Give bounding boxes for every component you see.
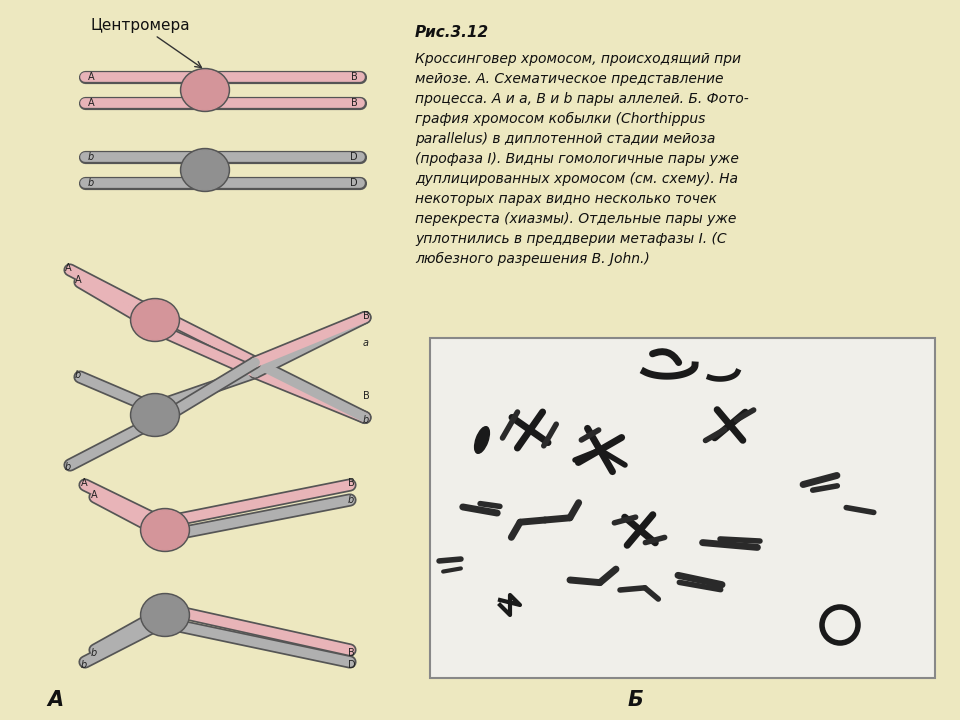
Text: b: b <box>88 178 94 188</box>
Text: b: b <box>65 462 71 472</box>
Text: b: b <box>81 660 87 670</box>
Text: дуплицированных хромосом (см. схему). На: дуплицированных хромосом (см. схему). На <box>415 172 738 186</box>
Text: A: A <box>91 490 98 500</box>
Text: b: b <box>91 648 97 658</box>
Ellipse shape <box>182 150 228 190</box>
Ellipse shape <box>474 427 490 454</box>
Ellipse shape <box>142 510 188 550</box>
Ellipse shape <box>132 300 178 340</box>
Ellipse shape <box>131 299 180 341</box>
Ellipse shape <box>132 395 178 435</box>
Ellipse shape <box>180 148 229 192</box>
Text: b: b <box>88 152 94 162</box>
Text: D: D <box>350 178 358 188</box>
Ellipse shape <box>131 394 180 436</box>
Text: некоторых парах видно несколько точек: некоторых парах видно несколько точек <box>415 192 717 206</box>
Text: b: b <box>75 370 82 380</box>
Text: B: B <box>351 98 358 108</box>
Text: D: D <box>348 660 355 670</box>
Text: A: A <box>81 478 87 488</box>
Text: b: b <box>363 415 370 425</box>
Ellipse shape <box>142 595 188 635</box>
Text: B: B <box>348 648 355 658</box>
Text: любезного разрешения В. John.): любезного разрешения В. John.) <box>415 252 650 266</box>
Text: A: A <box>65 263 72 273</box>
Text: перекреста (хиазмы). Отдельные пары уже: перекреста (хиазмы). Отдельные пары уже <box>415 212 736 226</box>
Ellipse shape <box>140 508 189 552</box>
Text: уплотнились в преддверии метафазы I. (С: уплотнились в преддверии метафазы I. (С <box>415 232 727 246</box>
Text: графия хромосом кобылки (Chorthippus: графия хромосом кобылки (Chorthippus <box>415 112 706 126</box>
Text: (профаза I). Видны гомологичные пары уже: (профаза I). Видны гомологичные пары уже <box>415 152 739 166</box>
Text: B: B <box>363 310 370 320</box>
Text: А: А <box>47 690 63 710</box>
Text: процесса. А и а, В и b пары аллелей. Б. Фото-: процесса. А и а, В и b пары аллелей. Б. … <box>415 92 749 106</box>
Text: мейозе. А. Схематическое представление: мейозе. А. Схематическое представление <box>415 72 724 86</box>
Ellipse shape <box>180 68 229 112</box>
Text: A: A <box>88 72 95 82</box>
Ellipse shape <box>140 593 189 636</box>
Text: B: B <box>363 390 370 400</box>
Text: B: B <box>348 478 355 488</box>
Text: A: A <box>75 275 82 285</box>
Text: Б: Б <box>627 690 643 710</box>
FancyBboxPatch shape <box>430 338 935 678</box>
Text: parallelus) в диплотенной стадии мейоза: parallelus) в диплотенной стадии мейоза <box>415 132 715 146</box>
Text: A: A <box>88 98 95 108</box>
Text: b: b <box>348 495 354 505</box>
Text: Центромера: Центромера <box>90 17 202 68</box>
Text: a: a <box>363 338 369 348</box>
Ellipse shape <box>182 70 228 110</box>
Text: D: D <box>350 152 358 162</box>
Text: Кроссинговер хромосом, происходящий при: Кроссинговер хромосом, происходящий при <box>415 52 741 66</box>
Text: B: B <box>351 72 358 82</box>
Text: Рис.3.12: Рис.3.12 <box>415 25 490 40</box>
